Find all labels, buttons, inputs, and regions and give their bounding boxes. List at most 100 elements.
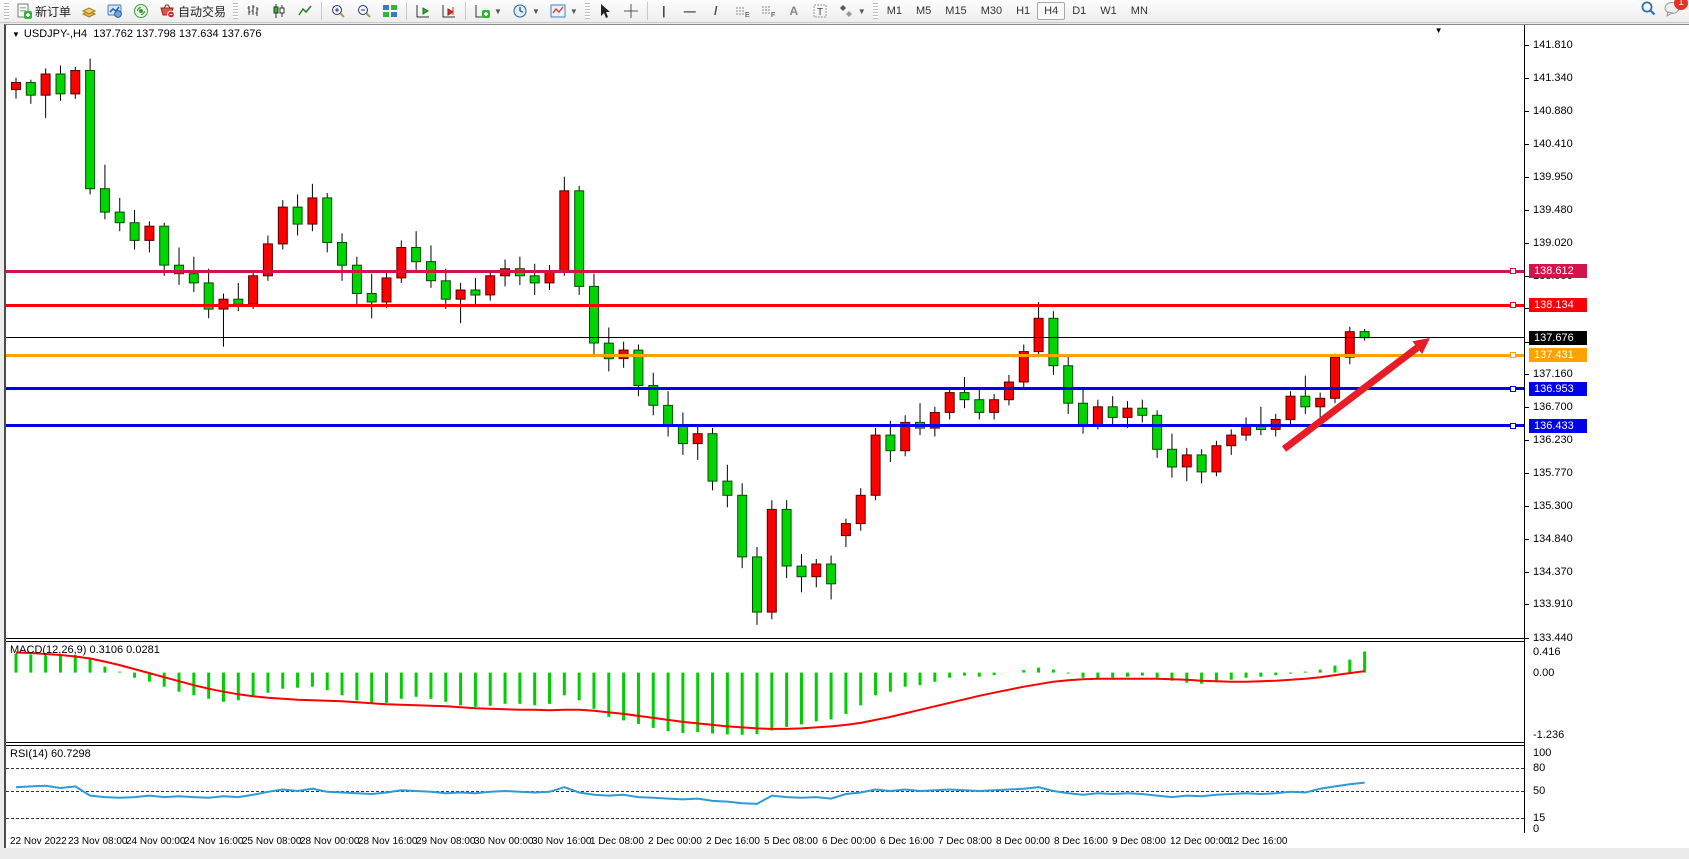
shapes-button[interactable]: ▼ xyxy=(833,1,871,21)
macd-pane[interactable]: MACD(12,26,9) 0.3106 0.0281 xyxy=(6,642,1524,742)
axis-tick xyxy=(1525,78,1529,80)
axis-tick xyxy=(1525,571,1529,573)
time-tick-label: 2 Dec 00:00 xyxy=(648,836,702,847)
notifications-button[interactable]: 1 xyxy=(1663,0,1688,22)
zoom-out-button[interactable] xyxy=(351,1,377,21)
trendline-tool-button[interactable]: / xyxy=(703,1,729,21)
rsi-pane[interactable]: RSI(14) 60.7298 xyxy=(6,746,1524,833)
search-icon[interactable] xyxy=(1640,0,1657,22)
autotrade-button[interactable]: 自动交易 xyxy=(154,1,231,21)
arrow-shaft[interactable] xyxy=(1281,344,1420,452)
timeframe-m30-button[interactable]: M30 xyxy=(980,5,1003,17)
vertical-line-tool-button[interactable]: | xyxy=(651,1,677,21)
price-level-line[interactable] xyxy=(6,302,1524,309)
toolbar-drag-handle[interactable] xyxy=(872,3,878,19)
tile-windows-button[interactable] xyxy=(377,1,403,21)
rsi-chart[interactable] xyxy=(6,746,1524,833)
price-level-line[interactable] xyxy=(6,268,1524,275)
timeframe-m15-button[interactable]: M15 xyxy=(945,5,967,17)
timeframe-h4-button[interactable]: H4 xyxy=(1037,2,1066,20)
price-pane[interactable]: ▼ xyxy=(6,25,1524,638)
time-tick-label: 23 Nov 08:00 xyxy=(68,836,128,847)
price-level-line[interactable] xyxy=(6,352,1524,358)
candle-body xyxy=(1018,351,1029,383)
price-level-line[interactable] xyxy=(6,337,1524,339)
bar-chart-button[interactable] xyxy=(240,1,266,21)
trendline-icon: / xyxy=(714,4,718,18)
arrow-head[interactable] xyxy=(1412,338,1430,355)
market-watch-button[interactable] xyxy=(102,1,128,21)
crosshair-button[interactable] xyxy=(618,1,644,21)
toolbar-drag-handle[interactable] xyxy=(233,3,239,19)
chart-symbol-period: USDJPY-,H4 xyxy=(23,28,88,40)
macd-axis-label: 0.416 xyxy=(1533,645,1561,658)
new-order-button[interactable]: 新订单 xyxy=(11,1,76,21)
timeframe-m5-button[interactable]: M5 xyxy=(916,5,932,17)
time-axis[interactable]: 22 Nov 2022 23 Nov 08:00 24 Nov 00:00 24 No… xyxy=(6,834,1524,849)
time-tick-label: 1 Dec 08:00 xyxy=(590,836,644,847)
candle-body xyxy=(811,563,822,578)
candle-body xyxy=(692,433,703,445)
indicators-button[interactable]: ▼ xyxy=(469,1,507,21)
toolbar-drag-handle[interactable] xyxy=(4,3,9,19)
horizontal-line-tool-button[interactable]: — xyxy=(677,1,703,21)
price-tick-label: 139.480 xyxy=(1533,204,1573,216)
line-anchor-square[interactable] xyxy=(1510,268,1516,275)
signals-button[interactable] xyxy=(128,1,154,21)
indicators-icon xyxy=(474,3,491,19)
auto-scroll-button[interactable] xyxy=(436,1,462,21)
collapse-triangle-icon[interactable]: ▼ xyxy=(12,30,20,39)
status-strip xyxy=(0,848,1689,859)
market-watch-icon xyxy=(107,3,123,19)
text-tool-button[interactable]: A xyxy=(781,1,807,21)
trend-arrow-annotation[interactable] xyxy=(6,25,1524,638)
price-level-line[interactable] xyxy=(6,385,1524,392)
templates-icon xyxy=(550,3,566,19)
pane-divider[interactable] xyxy=(6,742,1524,746)
toolbar-drag-handle[interactable] xyxy=(584,3,590,19)
candlestick-chart-button[interactable] xyxy=(266,1,292,21)
time-tick-label: 24 Nov 00:00 xyxy=(126,836,186,847)
line-anchor-square[interactable] xyxy=(1510,302,1516,309)
line-chart-button[interactable] xyxy=(292,1,318,21)
time-tick-label: 29 Nov 08:00 xyxy=(416,836,476,847)
candle-body xyxy=(411,247,422,263)
dropdown-caret-icon: ▼ xyxy=(494,6,502,16)
price-axis[interactable]: 133.440 133.910 134.370 134.840 135.300 135.7… xyxy=(1524,25,1689,835)
horizontal-line-icon: — xyxy=(683,4,696,18)
candle-body xyxy=(1285,395,1296,421)
candle-body xyxy=(307,197,318,225)
candle-body xyxy=(366,293,377,303)
label-tool-button[interactable]: T xyxy=(807,1,833,21)
toolbar-separator xyxy=(465,2,467,20)
axis-tick xyxy=(1525,440,1529,442)
equidistant-channel-button[interactable]: E xyxy=(729,1,755,21)
new-order-icon xyxy=(16,3,32,19)
macd-chart[interactable] xyxy=(6,642,1524,742)
candle-body xyxy=(70,70,81,95)
chart-shift-button[interactable] xyxy=(410,1,436,21)
fibonacci-tool-button[interactable]: F xyxy=(755,1,781,21)
periods-button[interactable]: ▼ xyxy=(507,1,545,21)
axis-tick xyxy=(1525,176,1529,178)
line-anchor-square[interactable] xyxy=(1510,385,1516,392)
line-anchor-square[interactable] xyxy=(1510,352,1516,358)
time-tick-label: 6 Dec 16:00 xyxy=(880,836,934,847)
axis-tick xyxy=(1525,275,1529,277)
timeframe-m1-button[interactable]: M1 xyxy=(886,5,902,17)
zoom-in-button[interactable] xyxy=(325,1,351,21)
timeframe-w1-button[interactable]: W1 xyxy=(1100,5,1117,17)
timeframe-mn-button[interactable]: MN xyxy=(1130,5,1148,17)
axis-tick xyxy=(1525,242,1529,244)
candle-body xyxy=(1107,406,1118,418)
timeframe-h1-button[interactable]: H1 xyxy=(1016,5,1031,17)
quotes-button[interactable] xyxy=(76,1,102,21)
line-anchor-square[interactable] xyxy=(1510,422,1516,429)
axis-tick xyxy=(1525,604,1529,606)
price-level-line[interactable] xyxy=(6,422,1524,429)
timeframe-d1-button[interactable]: D1 xyxy=(1072,5,1087,17)
shift-marker-icon[interactable]: ▼ xyxy=(1434,26,1443,35)
pane-divider[interactable] xyxy=(6,638,1524,642)
cursor-button[interactable] xyxy=(592,1,618,21)
templates-button[interactable]: ▼ xyxy=(545,1,583,21)
